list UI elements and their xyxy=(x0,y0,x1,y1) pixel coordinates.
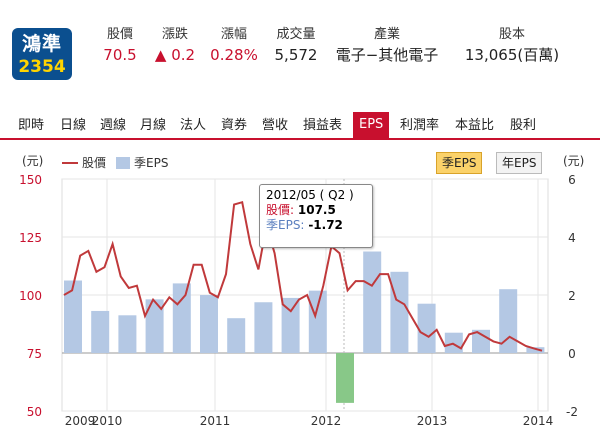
quote-price: 股價 70.5 xyxy=(103,27,137,64)
x-tick-label: 2010 xyxy=(92,414,123,428)
eps-bar xyxy=(64,280,82,353)
quote-change-pct: 漲幅 0.28% xyxy=(210,27,258,64)
left-tick-label: 150 xyxy=(19,173,42,187)
eps-bar xyxy=(390,271,409,353)
right-axis-unit: (元) xyxy=(563,154,584,168)
eps-bar xyxy=(145,299,164,353)
tab-eps[interactable]: EPS xyxy=(353,112,390,138)
tab-monthly[interactable]: 月線 xyxy=(140,118,167,133)
legend-eps-swatch xyxy=(116,157,130,169)
x-tick-label: 2012 xyxy=(311,414,342,428)
eps-bar xyxy=(444,332,463,353)
tab-dividend[interactable]: 股利 xyxy=(510,118,537,133)
tooltip-eps: -1.72 xyxy=(308,218,343,232)
eps-bar xyxy=(308,290,327,353)
left-tick-label: 50 xyxy=(27,405,42,419)
left-tick-label: 75 xyxy=(27,347,42,361)
quote-volume: 成交量 5,572 xyxy=(274,27,318,64)
quote-capital: 股本 13,065(百萬) xyxy=(464,27,560,64)
tab-margin-rate[interactable]: 利潤率 xyxy=(400,118,440,133)
x-tick-label: 2014 xyxy=(523,414,554,428)
tooltip-eps-label: 季EPS: xyxy=(266,218,305,232)
eps-bar xyxy=(200,295,218,353)
left-tick-label: 100 xyxy=(19,289,42,303)
eps-bar xyxy=(118,315,137,353)
tab-realtime[interactable]: 即時 xyxy=(18,118,45,133)
quote-industry: 產業 電子−其他電子 xyxy=(335,27,439,64)
tab-weekly[interactable]: 週線 xyxy=(100,118,127,133)
tab-bar: 即時 日線 週線 月線 法人 資券 營收 損益表 EPS 利潤率 本益比 股利 xyxy=(0,110,600,140)
eps-bar xyxy=(526,347,545,353)
stock-code: 2354 xyxy=(18,57,66,77)
tab-pe[interactable]: 本益比 xyxy=(455,118,495,133)
tooltip-price: 107.5 xyxy=(297,203,336,217)
right-tick-label: 0 xyxy=(568,347,576,361)
x-tick-label: 2009 xyxy=(65,414,96,428)
eps-bar xyxy=(281,297,300,353)
quote-change: 漲跌 ▲ 0.2 xyxy=(154,27,196,64)
eps-bar xyxy=(336,353,354,403)
eps-bar xyxy=(91,310,110,353)
right-tick-label: 4 xyxy=(568,231,576,245)
tab-institutional[interactable]: 法人 xyxy=(180,118,207,133)
tab-revenue[interactable]: 營收 xyxy=(262,118,289,133)
stock-name: 鴻準 xyxy=(21,33,62,55)
x-tick-label: 2013 xyxy=(417,414,448,428)
eps-bar xyxy=(254,302,273,353)
eps-bar xyxy=(417,303,436,353)
right-tick-label: -2 xyxy=(566,405,578,419)
yearly-eps-button[interactable]: 年EPS xyxy=(496,152,543,174)
eps-bar xyxy=(227,318,246,353)
eps-bar xyxy=(172,283,191,353)
quarterly-eps-button[interactable]: 季EPS xyxy=(436,152,483,174)
tab-daily[interactable]: 日線 xyxy=(60,118,87,133)
legend-price: 股價 xyxy=(82,156,106,170)
tab-margin[interactable]: 資券 xyxy=(221,118,248,133)
tooltip-price-label: 股價: xyxy=(266,203,295,217)
tooltip-date: 2012/05 ( Q2 ) xyxy=(266,188,354,202)
price-line xyxy=(63,200,543,352)
right-tick-label: 2 xyxy=(568,289,576,303)
tab-income[interactable]: 損益表 xyxy=(303,118,343,133)
eps-bar xyxy=(499,289,518,353)
legend-eps: 季EPS xyxy=(134,156,168,170)
eps-bar xyxy=(363,251,382,353)
right-tick-label: 6 xyxy=(568,173,576,187)
left-axis-unit: (元) xyxy=(22,154,43,168)
eps-bar xyxy=(472,329,490,353)
x-tick-label: 2011 xyxy=(200,414,231,428)
left-tick-label: 125 xyxy=(19,231,42,245)
chart-tooltip: 2012/05 ( Q2 ) 股價: 107.5 季EPS: -1.72 xyxy=(259,184,373,248)
stock-logo: 鴻準 2354 xyxy=(12,28,72,80)
